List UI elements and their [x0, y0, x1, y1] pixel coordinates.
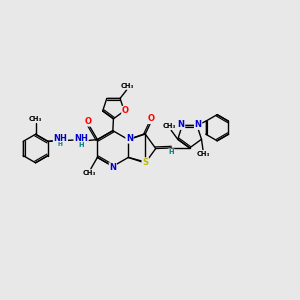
- Text: H: H: [168, 149, 174, 155]
- Text: N: N: [109, 163, 116, 172]
- Text: CH₃: CH₃: [121, 83, 134, 89]
- Text: O: O: [122, 106, 129, 116]
- Text: H: H: [78, 142, 84, 148]
- Text: H: H: [58, 142, 63, 147]
- Text: O: O: [84, 117, 92, 126]
- Text: S: S: [142, 158, 148, 167]
- Text: CH₃: CH₃: [29, 116, 42, 122]
- Text: CH₃: CH₃: [163, 123, 176, 129]
- Text: NH: NH: [53, 134, 67, 142]
- Text: CH₃: CH₃: [196, 151, 210, 157]
- Text: S: S: [142, 158, 148, 167]
- Text: N: N: [126, 134, 133, 143]
- Text: NH: NH: [74, 134, 88, 142]
- Text: O: O: [148, 114, 155, 123]
- Text: CH₃: CH₃: [83, 170, 96, 176]
- Text: N: N: [195, 120, 202, 129]
- Text: N: N: [178, 120, 184, 129]
